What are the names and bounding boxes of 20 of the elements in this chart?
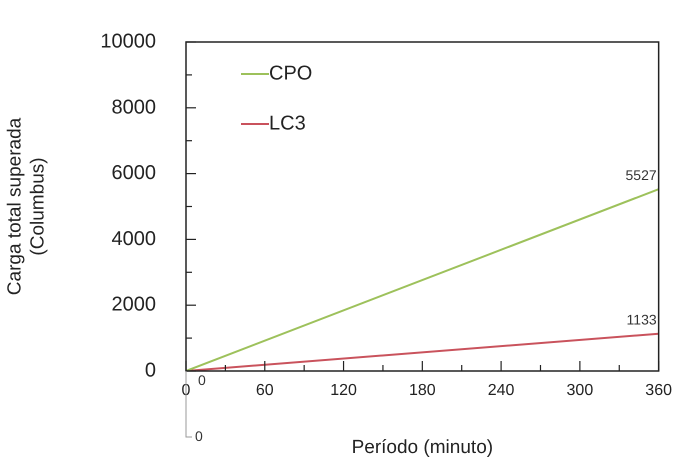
data-label: 0 [198,372,206,388]
x-tick-label: 240 [488,382,515,400]
x-tick-label: 180 [408,382,436,400]
x-tick-label: 60 [256,382,274,400]
y-tick-label: 2000 [112,294,156,316]
x-tick-label: 300 [566,382,594,400]
y-axis-title: Carga total superada (Columbus) [4,117,48,296]
annotation: 0 [195,428,203,444]
x-tick-label: 120 [330,382,357,400]
y-tick-label: 8000 [112,96,156,118]
y-tick-label: 6000 [112,162,156,184]
data-label: 1133 [626,312,657,328]
legend-label: LC3 [269,112,306,135]
y-tick-label: 10000 [100,30,156,53]
data-label: 5527 [625,167,657,184]
x-axis-title: Período (minuto) [352,436,494,458]
y-tick-label: 0 [144,360,156,382]
legend-label: CPO [269,62,312,85]
y-tick-label: 4000 [112,228,156,250]
x-tick-label: 360 [645,382,672,400]
